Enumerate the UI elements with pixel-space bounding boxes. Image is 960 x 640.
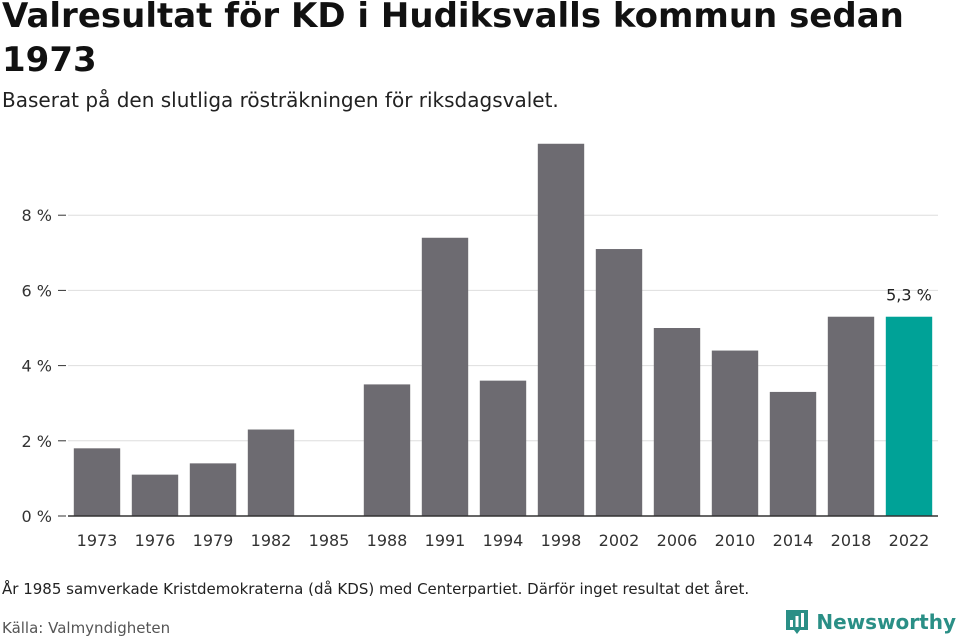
- x-tick-label: 2002: [599, 531, 640, 550]
- x-tick-label: 1988: [367, 531, 408, 550]
- y-axis-ticks: 0 % 2 % 4 % 6 % 8 %: [22, 206, 66, 526]
- chart-footnote: År 1985 samverkade Kristdemokraterna (då…: [2, 580, 750, 598]
- x-tick-label: 1976: [135, 531, 176, 550]
- chart-title: Valresultat för KD i Hudiksvalls kommun …: [2, 0, 904, 80]
- y-tick-label: 6 %: [22, 281, 52, 300]
- newsworthy-logo[interactable]: Newsworthy: [784, 608, 956, 636]
- bar-1994: [479, 380, 527, 516]
- bar-1991: [421, 237, 469, 516]
- chart-subtitle: Baserat på den slutliga rösträkningen fö…: [2, 88, 559, 112]
- y-tick-label: 4 %: [22, 357, 52, 376]
- x-tick-label: 1991: [425, 531, 466, 550]
- bar-2022: [885, 316, 933, 516]
- bar-1982: [247, 429, 295, 516]
- bar-2006: [653, 328, 701, 516]
- x-tick-label: 2018: [831, 531, 872, 550]
- x-tick-label: 1979: [193, 531, 234, 550]
- source-credit: Källa: Valmyndigheten: [2, 619, 171, 637]
- y-tick-label: 8 %: [22, 206, 52, 225]
- x-tick-label: 1985: [309, 531, 350, 550]
- bar-2018: [827, 316, 875, 516]
- bar-2014: [769, 391, 817, 516]
- x-tick-label: 1994: [483, 531, 524, 550]
- x-tick-label: 1973: [77, 531, 118, 550]
- newsworthy-logo-text: Newsworthy: [816, 610, 956, 634]
- x-tick-label: 2006: [657, 531, 698, 550]
- x-axis-ticks: 1973 1976 1979 1982 1985 1988 1991 1994 1998 2002…: [77, 531, 930, 550]
- bar-2002: [595, 249, 643, 517]
- bar-1998: [537, 143, 585, 516]
- x-tick-label: 2014: [773, 531, 814, 550]
- bar-2010: [711, 350, 759, 516]
- newsworthy-logo-icon: [786, 610, 809, 634]
- bar-1976: [131, 474, 179, 516]
- data-label: 5,3 %: [886, 286, 932, 305]
- x-tick-label: 1982: [251, 531, 292, 550]
- bar-1988: [363, 384, 411, 516]
- x-tick-label: 2022: [889, 531, 930, 550]
- bar-chart: 0 % 2 % 4 % 6 % 8 % 1973 1976 1979 1982 1985 1988…: [22, 143, 938, 550]
- y-tick-label: 0 %: [22, 507, 52, 526]
- x-tick-label: 2010: [715, 531, 756, 550]
- bar-1979: [189, 463, 237, 516]
- y-tick-label: 2 %: [22, 432, 52, 451]
- bar-1973: [73, 448, 121, 516]
- x-tick-label: 1998: [541, 531, 582, 550]
- annotations: 5,3 %: [886, 286, 932, 305]
- bars: [73, 143, 933, 517]
